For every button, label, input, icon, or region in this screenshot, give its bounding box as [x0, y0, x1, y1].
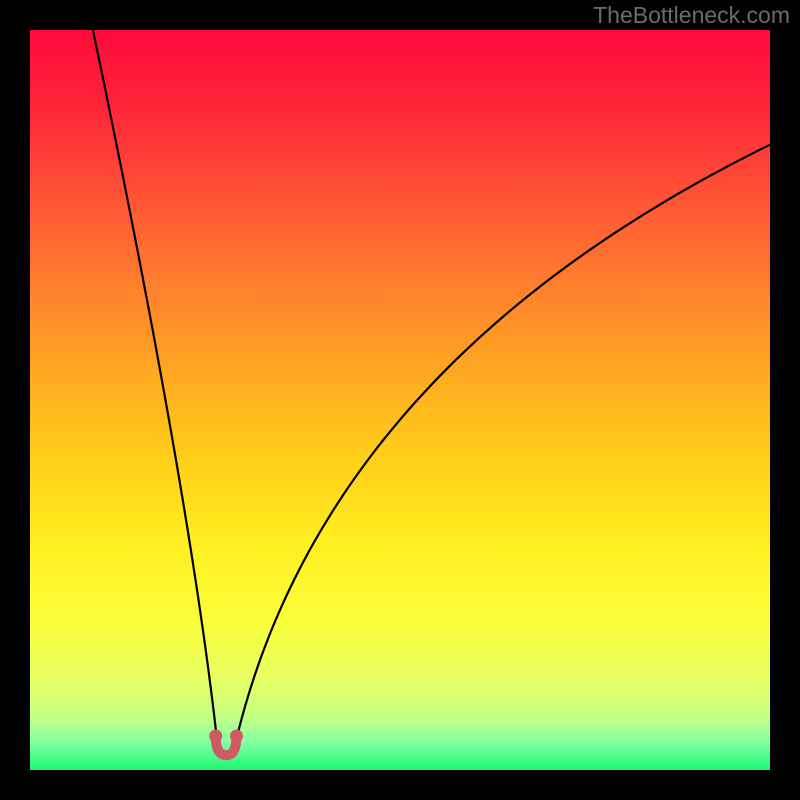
- bottleneck-plot: [0, 0, 800, 800]
- curve-endpoint-right: [230, 729, 243, 742]
- curve-endpoint-left: [209, 729, 222, 742]
- watermark-text: TheBottleneck.com: [593, 2, 790, 29]
- gradient-background: [30, 30, 770, 770]
- figure-frame: TheBottleneck.com: [0, 0, 800, 800]
